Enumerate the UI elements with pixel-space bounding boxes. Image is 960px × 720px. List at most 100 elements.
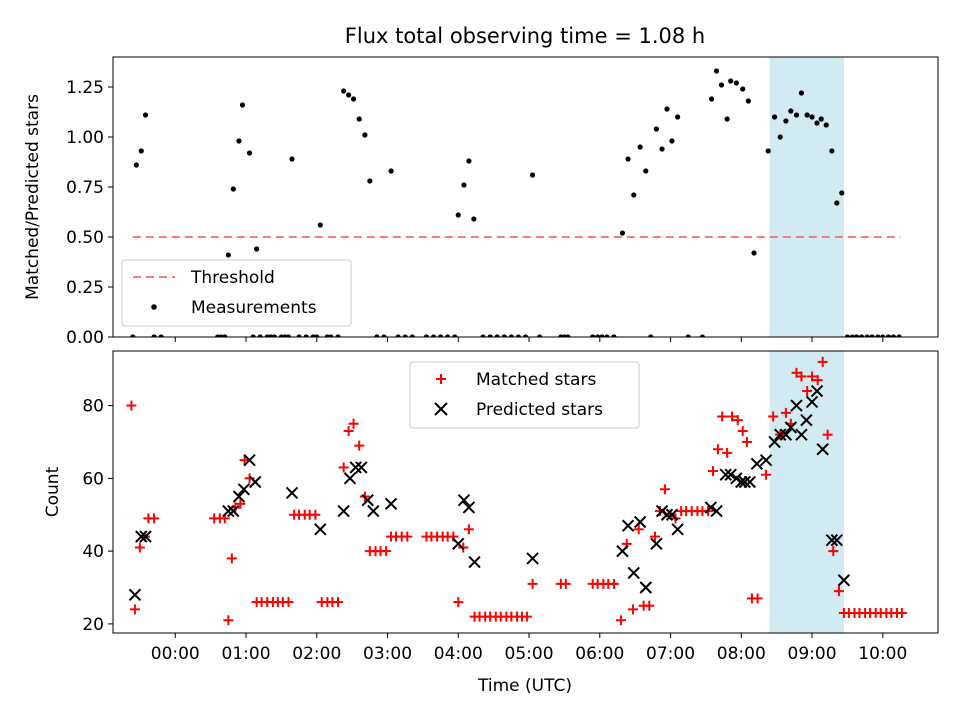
measurement-point <box>328 334 334 337</box>
measurement-point <box>858 334 865 337</box>
x-tick-label: 08:00 <box>717 644 766 664</box>
predicted-star-point <box>337 504 350 518</box>
measurement-point <box>362 132 368 138</box>
measurement-point <box>409 334 415 337</box>
matched-star-point <box>381 546 392 557</box>
matched-star-point <box>333 597 343 608</box>
legend-matched-swatch <box>436 374 446 384</box>
predicted-star-point <box>743 475 756 489</box>
measurement-point <box>896 334 902 337</box>
predicted-star-point <box>795 428 808 441</box>
matched-star-point <box>149 513 160 524</box>
predicted-star-point <box>800 413 813 427</box>
measurement-point <box>777 134 783 140</box>
count-legend-box <box>409 361 640 429</box>
predicted-star-point <box>633 515 647 529</box>
matched-star-point <box>722 447 733 458</box>
measurement-point <box>466 158 472 164</box>
measurement-point <box>718 82 725 88</box>
measurement-point <box>239 102 246 108</box>
measurement-point <box>222 334 228 337</box>
predicted-star-point <box>367 504 380 518</box>
measurement-point <box>341 88 347 94</box>
measurement-point <box>350 96 357 102</box>
measurement-point <box>619 230 626 236</box>
measurement-point <box>733 80 739 86</box>
measurement-point <box>590 334 596 337</box>
predicted-star-point <box>355 461 368 474</box>
matched-star-point <box>752 593 763 604</box>
legend-measurements-swatch <box>151 304 157 310</box>
predicted-star-point <box>249 475 262 489</box>
matched-star-point <box>761 469 772 480</box>
measurement-point <box>804 112 810 118</box>
measurement-point <box>317 222 323 228</box>
matched-star-point <box>633 524 644 535</box>
measurement-point <box>880 334 886 337</box>
measurement-point <box>314 334 320 337</box>
measurement-point <box>423 334 430 337</box>
measurement-point <box>745 98 751 104</box>
measurement-point <box>765 148 771 154</box>
measurement-point <box>494 334 500 337</box>
x-tick-label: 01:00 <box>222 644 271 664</box>
count-legend: Matched stars Predicted stars <box>409 361 640 429</box>
matched-star-point <box>833 586 844 597</box>
matched-star-point <box>822 429 833 440</box>
matched-star-point <box>283 597 294 608</box>
x-tick-label: 02:00 <box>292 644 341 664</box>
measurement-point <box>637 144 643 150</box>
x-tick-label: 04:00 <box>434 644 483 664</box>
y-tick-label: 0.50 <box>66 228 104 248</box>
measurement-point <box>599 334 605 337</box>
matched-star-point <box>343 426 354 437</box>
measurement-point <box>430 334 437 337</box>
matched-star-point <box>244 473 255 484</box>
measurement-point <box>788 108 794 114</box>
predicted-star-point <box>724 468 737 481</box>
measurement-point <box>487 334 493 337</box>
matched-star-point <box>129 604 140 615</box>
x-tick-label: 07:00 <box>646 644 695 664</box>
predicted-star-point <box>665 508 679 521</box>
predicted-star-point <box>285 486 299 500</box>
measurement-point <box>346 92 352 98</box>
measurement-point <box>289 156 295 162</box>
measurement-point <box>839 190 845 196</box>
matched-star-point <box>628 604 639 615</box>
predicted-star-point <box>349 461 362 474</box>
predicted-star-point <box>759 453 773 467</box>
y-tick-label: 60 <box>82 469 104 489</box>
measurement-point <box>823 122 829 128</box>
measurement-point <box>151 334 157 337</box>
ratio-panel: 0.00 0.25 0.50 0.75 1.00 1.25 Matched/Predict… <box>23 56 939 348</box>
y-tick-label: 40 <box>82 542 104 562</box>
predicted-star-point <box>468 555 481 569</box>
measurement-point <box>133 162 139 168</box>
measurement-point <box>875 334 881 337</box>
measurement-point <box>669 138 675 144</box>
matched-star-point <box>737 426 748 437</box>
predicted-star-point <box>139 530 152 543</box>
matched-star-point <box>727 411 738 422</box>
measurement-point <box>225 252 231 258</box>
measurement-point <box>659 146 665 152</box>
predicted-star-point <box>639 581 652 594</box>
count-panel-frame <box>112 350 939 634</box>
matched-star-point <box>402 531 413 542</box>
measurement-point <box>529 172 536 178</box>
predicted-star-point <box>825 534 839 547</box>
predicted-star-point <box>719 468 732 481</box>
matched-star-point <box>780 407 791 418</box>
measurement-point <box>728 78 734 84</box>
measurement-point <box>849 334 855 337</box>
measurement-point <box>885 334 892 337</box>
measurement-point <box>480 334 486 337</box>
measurement-point <box>854 334 860 337</box>
measurement-point <box>515 334 522 337</box>
predicted-star-point <box>810 384 824 398</box>
matched-star-point <box>807 371 818 382</box>
measurement-point <box>395 334 401 337</box>
measurement-point <box>285 334 292 337</box>
